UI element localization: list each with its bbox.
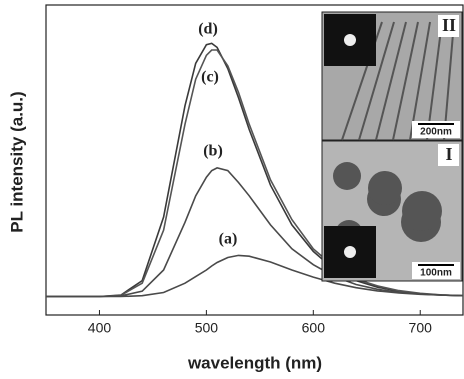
particle xyxy=(333,162,361,190)
diffraction-spot xyxy=(344,34,356,46)
x-axis-label: wavelength (nm) xyxy=(187,353,322,372)
scale-label: 200nm xyxy=(420,127,452,138)
series-label: (c) xyxy=(201,69,219,86)
x-tick-label: 600 xyxy=(302,320,326,336)
x-tick-label: 700 xyxy=(409,320,433,336)
chart: wavelength (nm) PL intensity (a.u.) 400 5… xyxy=(0,0,464,379)
particle xyxy=(368,171,402,205)
inset-label: I xyxy=(445,144,452,164)
x-tick-label: 400 xyxy=(88,320,112,336)
series-label: (a) xyxy=(219,231,238,248)
y-axis-label: PL intensity (a.u.) xyxy=(7,91,26,232)
particle xyxy=(402,191,442,231)
series-label: (d) xyxy=(198,21,218,38)
series-label: (b) xyxy=(203,143,223,160)
x-tick-label: 500 xyxy=(195,320,219,336)
diffraction-spot xyxy=(344,246,356,258)
inset-label: II xyxy=(442,15,456,35)
scale-label: 100nm xyxy=(420,268,452,279)
page: wavelength (nm) PL intensity (a.u.) 400 5… xyxy=(0,0,464,379)
